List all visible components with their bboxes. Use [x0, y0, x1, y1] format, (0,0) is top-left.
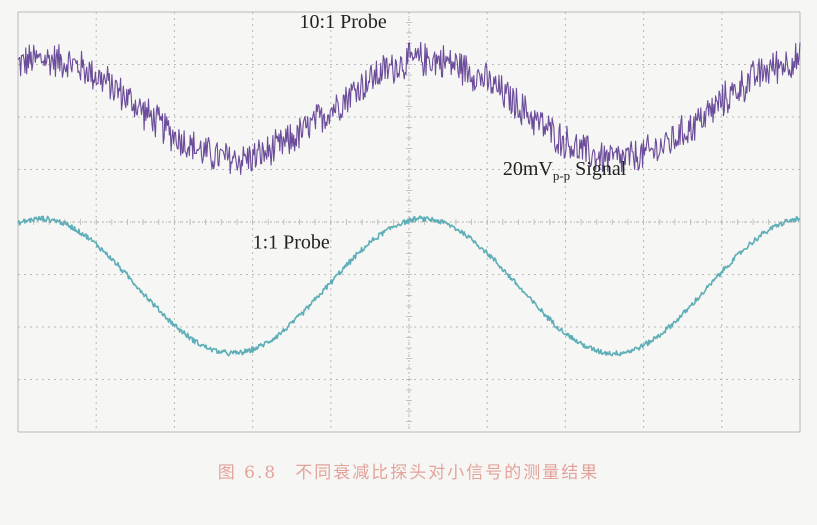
trace-10x-probe: [17, 41, 801, 175]
figure-caption: 图 6.8 不同衰减比探头对小信号的测量结果: [0, 458, 817, 483]
label-1x-probe: 1:1 Probe: [253, 231, 330, 253]
signal-amplitude-subscript: p-p: [553, 168, 570, 183]
trace-1x-probe: [17, 215, 801, 357]
label-10x-probe: 10:1 Probe: [300, 11, 387, 33]
caption-number: 图 6.8: [217, 463, 278, 483]
caption-text: 不同衰减比探头对小信号的测量结果: [295, 463, 600, 483]
oscilloscope-screen: 10:1 Probe 1:1 Probe 20mVp-p Signal: [17, 11, 801, 433]
label-signal-amplitude: 20mVp-p Signal: [503, 158, 627, 183]
annotations: 10:1 Probe 1:1 Probe 20mVp-p Signal: [253, 11, 627, 254]
signal-amplitude-main: 20mV: [503, 158, 554, 180]
traces: [17, 41, 801, 357]
signal-amplitude-suffix: Signal: [570, 158, 627, 180]
